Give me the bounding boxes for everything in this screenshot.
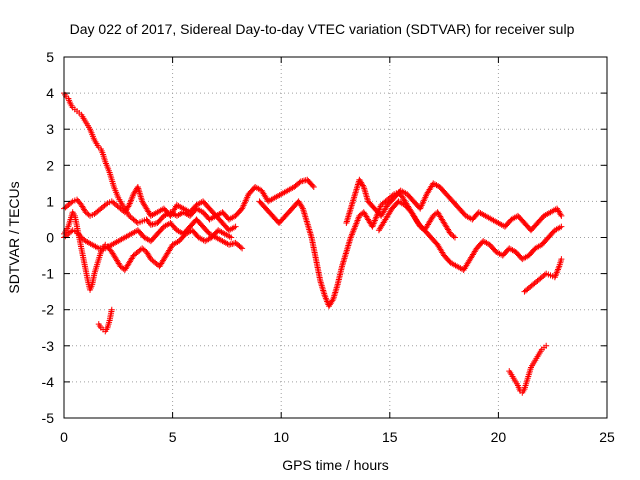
series-arc-right-low-rise <box>521 256 565 295</box>
series-arc-lower-right <box>375 198 565 273</box>
data-point-fill <box>450 233 457 240</box>
y-tick-label: 3 <box>46 121 54 137</box>
data-point-fill <box>77 233 84 240</box>
data-point <box>558 256 565 263</box>
y-axis-title: SDTVAR / TECUs <box>6 181 22 293</box>
data-point-fill <box>309 182 316 189</box>
chart-title: Day 022 of 2017, Sidereal Day-to-day VTE… <box>70 21 575 37</box>
data-point-fill <box>557 211 564 218</box>
series-arc-low-blip <box>95 306 115 335</box>
marks-layer <box>61 90 565 396</box>
data-point <box>543 342 550 349</box>
y-tick-label: 4 <box>46 85 54 101</box>
x-axis-title: GPS time / hours <box>282 457 389 473</box>
data-point <box>451 234 458 241</box>
data-point-fill <box>125 203 132 210</box>
y-tick-label: -1 <box>42 266 55 282</box>
x-tick-label: 25 <box>599 429 615 445</box>
x-tick-label: 0 <box>60 429 68 445</box>
y-tick-label: -2 <box>42 302 55 318</box>
series-arc-upper-right <box>343 176 565 234</box>
y-tick-label: 1 <box>46 193 54 209</box>
x-tick-label: 5 <box>169 429 177 445</box>
data-point <box>558 212 565 219</box>
data-point <box>108 306 115 313</box>
data-point-fill <box>237 244 244 251</box>
ticks-layer: 0 5 10 15 20 25 -5 -4 -3 -2 -1 0 1 2 3 4 5 <box>42 49 615 445</box>
series-arc-mid-flat <box>61 216 246 252</box>
data-point <box>232 223 239 230</box>
y-tick-label: 2 <box>46 157 54 173</box>
data-point-fill <box>81 236 88 243</box>
y-tick-label: -3 <box>42 338 55 354</box>
data-point <box>558 223 565 230</box>
data-point-fill <box>102 201 109 208</box>
data-point-fill <box>68 199 75 206</box>
series-arc-deep-dip <box>506 342 550 396</box>
data-point <box>239 245 246 252</box>
y-tick-label: 5 <box>46 49 54 65</box>
series-arc-mid-low <box>61 209 235 293</box>
data-point <box>310 183 317 190</box>
series-arc-upper-wave <box>61 176 317 223</box>
y-tick-label: -4 <box>42 374 55 390</box>
x-tick-label: 15 <box>382 429 398 445</box>
y-tick-label: -5 <box>42 410 55 426</box>
series-arc-dip-recover <box>256 189 458 310</box>
x-tick-label: 20 <box>491 429 507 445</box>
data-point-fill <box>359 182 366 189</box>
y-tick-label: 0 <box>46 230 54 246</box>
data-point-fill <box>299 204 306 211</box>
data-point <box>228 234 235 241</box>
x-tick-label: 10 <box>273 429 289 445</box>
data-point-fill <box>329 297 336 304</box>
